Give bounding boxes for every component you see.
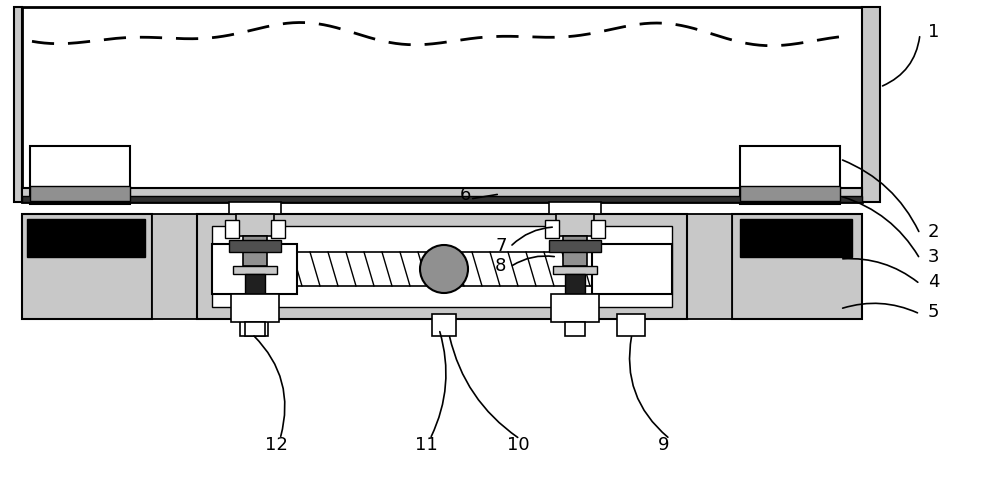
Bar	[236, 215, 274, 237]
Bar	[862, 8, 880, 203]
Text: 5: 5	[928, 303, 940, 320]
Bar	[22, 215, 152, 319]
Bar	[432, 314, 456, 336]
Bar	[27, 220, 145, 258]
Text: 10: 10	[507, 435, 530, 453]
Bar	[565, 274, 585, 296]
Bar	[553, 266, 597, 274]
Bar	[740, 220, 852, 258]
Bar	[565, 323, 585, 336]
Bar	[740, 147, 840, 204]
Polygon shape	[687, 215, 732, 319]
Bar	[197, 215, 687, 319]
Bar	[245, 323, 265, 336]
Bar	[732, 215, 862, 319]
Bar	[225, 221, 239, 239]
Text: 1: 1	[928, 23, 939, 41]
Bar	[545, 221, 559, 239]
Bar	[563, 237, 587, 266]
Text: 9: 9	[658, 435, 670, 453]
Bar	[592, 244, 672, 294]
Bar	[30, 186, 130, 202]
Bar	[231, 294, 279, 323]
Bar	[229, 203, 281, 215]
Text: 11: 11	[415, 435, 438, 453]
Bar	[14, 8, 22, 203]
Bar	[617, 314, 645, 336]
Bar	[233, 266, 277, 274]
Bar	[549, 203, 601, 215]
Bar	[591, 221, 605, 239]
Bar	[22, 8, 862, 203]
Bar	[556, 215, 594, 237]
Text: 12: 12	[265, 435, 288, 453]
Bar	[229, 241, 281, 252]
Bar	[212, 244, 297, 294]
Text: 6: 6	[460, 185, 471, 203]
Polygon shape	[152, 215, 197, 319]
Circle shape	[420, 245, 468, 293]
Bar	[30, 147, 130, 204]
Text: 2: 2	[928, 223, 940, 241]
Bar	[243, 237, 267, 266]
Text: 4: 4	[928, 272, 940, 290]
Bar	[22, 189, 862, 203]
Bar	[740, 186, 840, 202]
Text: 8: 8	[495, 257, 506, 274]
Bar	[549, 241, 601, 252]
Bar	[240, 314, 268, 336]
Bar	[271, 221, 285, 239]
Bar	[551, 294, 599, 323]
Bar	[245, 274, 265, 296]
Text: 3: 3	[928, 247, 940, 265]
Bar	[212, 226, 672, 307]
Bar	[22, 197, 862, 203]
Text: 7: 7	[495, 237, 507, 254]
